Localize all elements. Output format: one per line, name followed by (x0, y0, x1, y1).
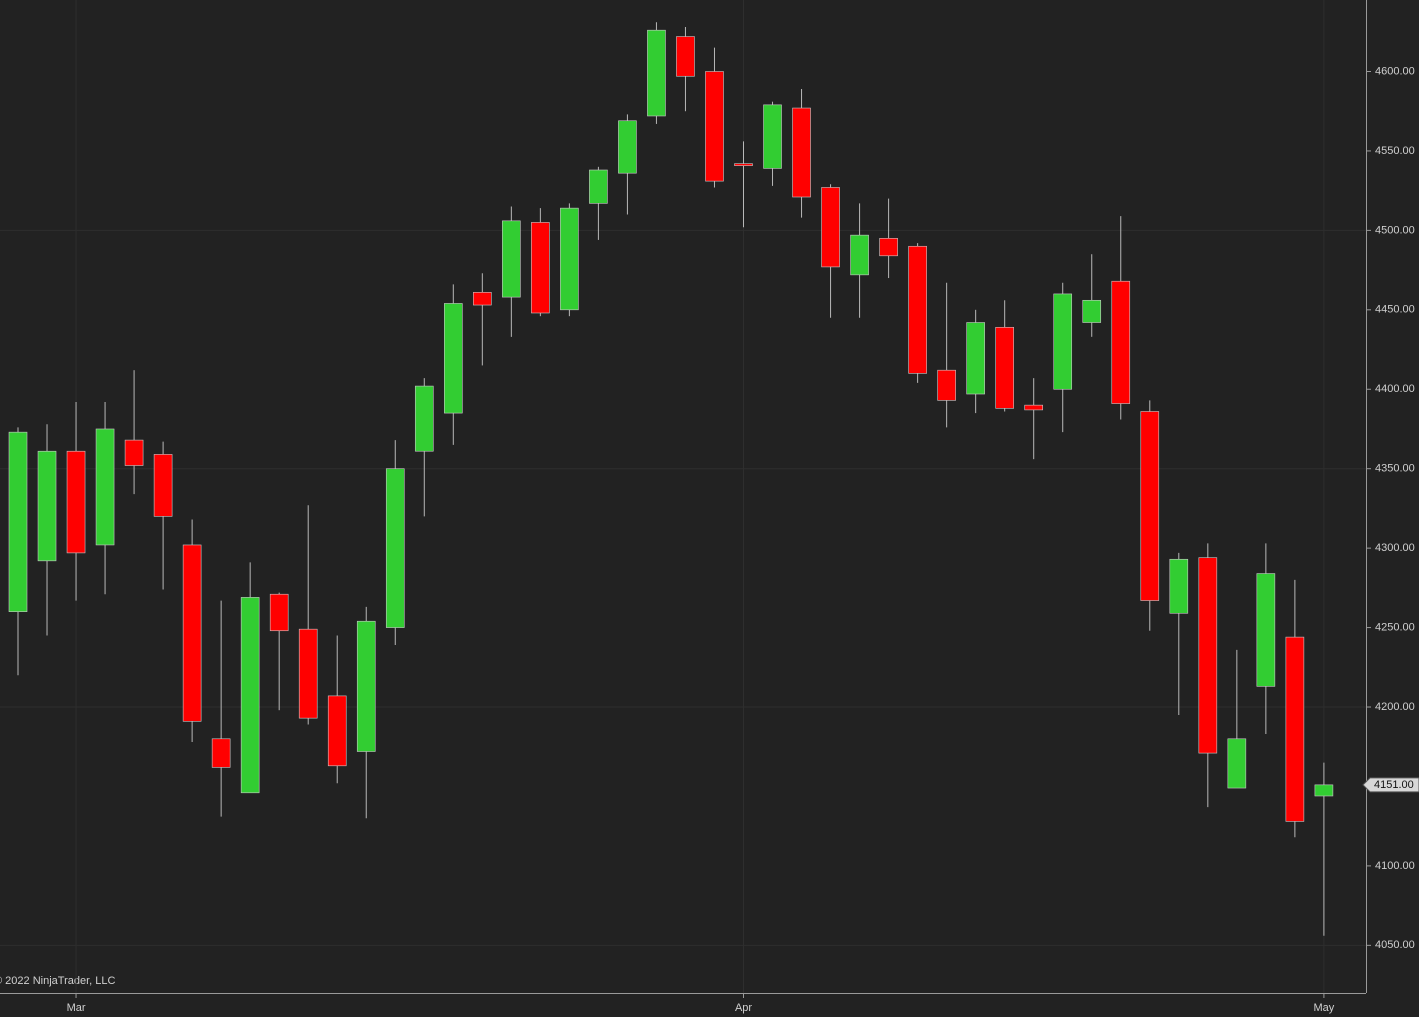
candle-body (298, 628, 318, 719)
candle-body (153, 454, 173, 517)
candle-body (618, 120, 637, 174)
candle-body (589, 169, 608, 204)
candle-body (1082, 299, 1102, 323)
last-price-marker (1362, 777, 1419, 793)
candle-body (763, 104, 782, 169)
candle-body (66, 450, 86, 554)
candle-body (1169, 558, 1189, 614)
x-tick-label: May (1314, 1002, 1335, 1014)
candle-body (792, 107, 811, 198)
candle-body (1024, 404, 1043, 411)
y-tick-label: 4100.00 (1375, 860, 1415, 872)
candle-body (995, 326, 1014, 409)
candle-body (356, 620, 376, 752)
y-tick-label: 4050.00 (1375, 939, 1415, 951)
y-tick-label: 4200.00 (1375, 701, 1415, 713)
candle-body (473, 292, 492, 306)
candle-body (705, 71, 724, 182)
candle-body (647, 29, 666, 117)
candle-body (1256, 573, 1276, 687)
candle-body (531, 222, 550, 314)
candle-body (1285, 636, 1305, 822)
candle-body (502, 220, 521, 298)
candle-body (240, 597, 260, 794)
y-tick-label: 4250.00 (1375, 621, 1415, 633)
candle-body (95, 428, 115, 546)
candle-body (850, 234, 869, 276)
y-tick-label: 4300.00 (1375, 542, 1415, 554)
candle-body (1140, 411, 1160, 601)
candle-body (1227, 738, 1247, 789)
candle-body (327, 695, 347, 767)
candle-body (385, 468, 405, 628)
candle-body (908, 245, 927, 374)
candle-body (8, 431, 28, 612)
copyright: © 2022 NinjaTrader, LLC (0, 975, 115, 987)
candle-body (269, 593, 289, 632)
candle-body (734, 163, 753, 166)
candle-body (821, 187, 840, 268)
candle-body (1053, 293, 1073, 390)
candle-body (879, 238, 898, 257)
candle-body (966, 322, 985, 395)
y-tick-label: 4400.00 (1375, 383, 1415, 395)
candle-body (1198, 557, 1218, 754)
y-tick-label: 4450.00 (1375, 304, 1415, 316)
y-tick-label: 4550.00 (1375, 145, 1415, 157)
x-tick-label: Mar (67, 1002, 86, 1014)
candle-body (1314, 784, 1334, 797)
candle-body (937, 369, 956, 401)
y-tick-label: 4500.00 (1375, 224, 1415, 236)
y-tick-label: 4600.00 (1375, 65, 1415, 77)
candle-body (124, 439, 144, 466)
candle-body (560, 207, 579, 311)
candle-body (414, 385, 434, 452)
candle-body (676, 36, 695, 77)
candle-body (211, 738, 231, 768)
x-tick-label: Apr (735, 1002, 752, 1014)
candle-body (1111, 280, 1131, 404)
last-price-label: 4151.00 (1374, 779, 1414, 791)
candle-body (182, 544, 202, 722)
candle-body (443, 303, 463, 414)
y-tick-label: 4350.00 (1375, 463, 1415, 475)
candle-body (37, 450, 57, 562)
